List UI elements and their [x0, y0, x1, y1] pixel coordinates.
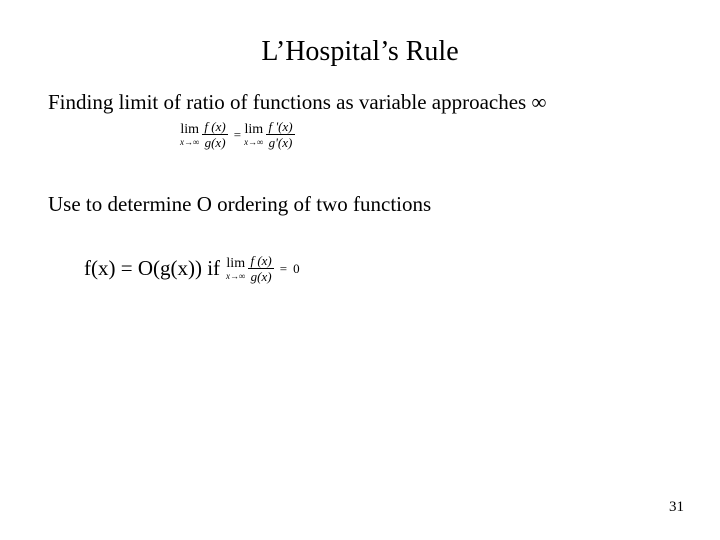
fraction-numerator: f (x): [202, 120, 227, 135]
fraction-denominator: g(x): [249, 269, 274, 283]
limit-subscript: x→∞: [244, 138, 263, 147]
fraction-fprime-gprime: f '(x) g'(x): [266, 120, 294, 149]
equation-big-o-limit: lim x→∞ f (x) g(x) = 0: [226, 254, 303, 283]
big-o-condition-text: f(x) = O(g(x)) if: [84, 256, 220, 281]
fraction-fx-gx-2: f (x) g(x): [248, 254, 273, 283]
fraction-fx-gx: f (x) g(x): [202, 120, 227, 149]
limit-operator-1: lim x→∞: [180, 123, 199, 147]
fraction-numerator: f '(x): [266, 120, 294, 135]
limit-operator-3: lim x→∞: [226, 257, 245, 281]
limit-word: lim: [226, 257, 245, 271]
equation-lhospital: lim x→∞ f (x) g(x) = lim x→∞ f '(x) g'(x…: [180, 120, 298, 149]
limit-subscript: x→∞: [226, 272, 245, 281]
slide: L’Hospital’s Rule Finding limit of ratio…: [0, 0, 720, 540]
body-line-1: Finding limit of ratio of functions as v…: [48, 90, 546, 115]
fraction-denominator: g(x): [203, 135, 228, 149]
limit-word: lim: [180, 123, 199, 137]
limit-word: lim: [244, 123, 263, 137]
equals-sign: =: [234, 127, 241, 143]
equals-sign: =: [280, 261, 287, 277]
body-line-2: Use to determine O ordering of two funct…: [48, 192, 431, 217]
limit-subscript: x→∞: [180, 138, 199, 147]
limit-rhs-zero: 0: [293, 261, 300, 277]
body-line-3: f(x) = O(g(x)) if lim x→∞ f (x) g(x) = 0: [84, 254, 303, 283]
page-title: L’Hospital’s Rule: [0, 36, 720, 68]
page-number: 31: [669, 499, 684, 516]
fraction-numerator: f (x): [248, 254, 273, 269]
fraction-denominator: g'(x): [267, 135, 295, 149]
limit-operator-2: lim x→∞: [244, 123, 263, 147]
